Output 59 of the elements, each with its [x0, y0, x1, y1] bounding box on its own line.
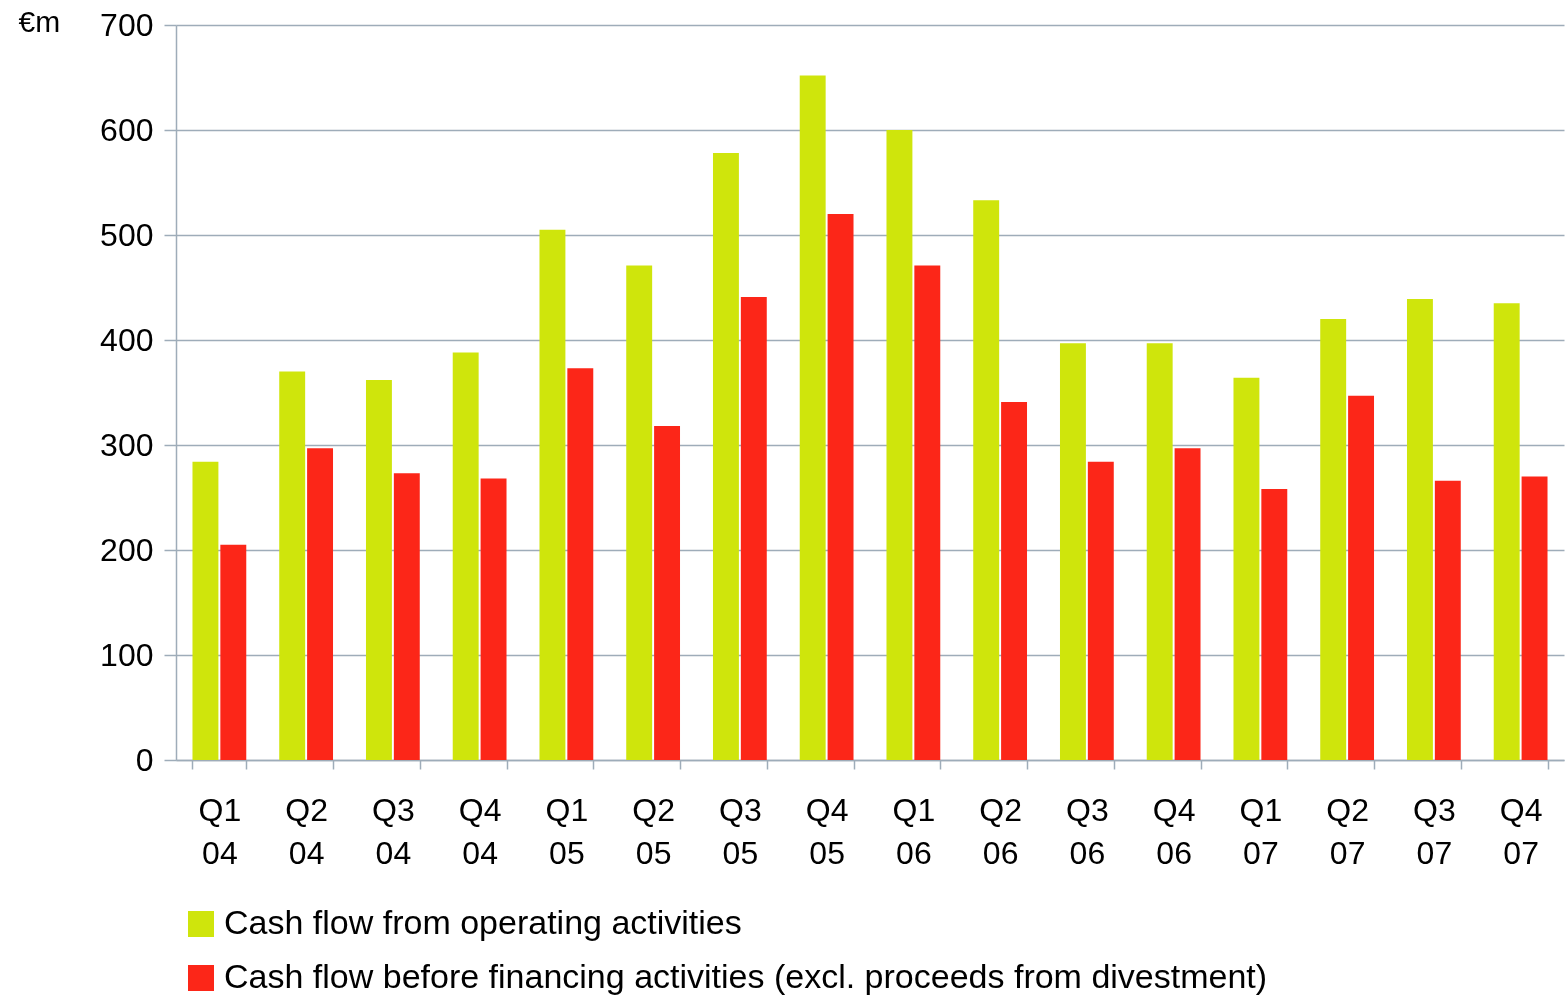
- y-axis-title: €m: [18, 4, 61, 38]
- x-tick-label: Q1 06: [892, 791, 936, 871]
- x-tick-label: Q4 07: [1499, 791, 1543, 871]
- x-tick-label: Q1 04: [198, 791, 242, 871]
- bar: [1233, 377, 1260, 760]
- bar: [279, 371, 306, 760]
- y-tick-label: 600: [100, 111, 154, 148]
- x-tick-label: Q2 06: [979, 791, 1022, 871]
- x-tick-label: Q3 06: [1066, 791, 1109, 871]
- bar: [1087, 461, 1114, 760]
- bar: [480, 478, 507, 760]
- x-tick-label: Q3 07: [1413, 791, 1456, 871]
- x-tick-label: Q1 05: [545, 791, 589, 871]
- bar: [886, 130, 913, 760]
- bar: [192, 461, 219, 760]
- legend-label: Cash flow from operating activities: [224, 903, 742, 941]
- x-tick-label: Q3 05: [719, 791, 762, 871]
- bar: [307, 448, 334, 760]
- x-tick-label: Q1 07: [1239, 791, 1283, 871]
- bar: [1174, 448, 1201, 760]
- bar: [827, 214, 854, 760]
- bar: [1261, 489, 1288, 760]
- legend-label: Cash flow before financing activities (excl. proceeds from divestment): [224, 957, 1268, 995]
- bar: [1521, 476, 1548, 760]
- y-tick-label: 400: [100, 321, 154, 358]
- bar: [1059, 343, 1086, 760]
- x-tick-label: Q2 05: [632, 791, 675, 871]
- bar: [626, 265, 653, 760]
- y-tick-label: 500: [100, 216, 154, 253]
- bar: [740, 296, 767, 760]
- y-tick-label: 200: [100, 531, 154, 568]
- y-tick-label: 300: [100, 426, 154, 463]
- x-tick-label: Q2 04: [285, 791, 328, 871]
- y-tick-label: 100: [100, 636, 154, 673]
- x-tick-label: Q4 06: [1152, 791, 1196, 871]
- bar: [799, 75, 826, 760]
- bar: [393, 473, 420, 760]
- x-tick-label: Q3 04: [372, 791, 415, 871]
- bar: [567, 368, 594, 760]
- bar: [1493, 303, 1520, 760]
- x-tick-label: Q2 07: [1326, 791, 1369, 871]
- bar: [1146, 343, 1173, 760]
- x-tick-label: Q4 05: [805, 791, 849, 871]
- bar: [1001, 401, 1028, 760]
- y-tick-label: 0: [135, 741, 154, 778]
- bar: [973, 200, 1000, 760]
- bar: [1320, 319, 1347, 760]
- bar: [365, 379, 392, 760]
- bar: [654, 426, 681, 760]
- bar: [914, 265, 941, 760]
- bar: [712, 153, 739, 760]
- bar: [1406, 299, 1433, 760]
- bar: [539, 229, 566, 760]
- bar: [1434, 480, 1461, 760]
- bar: [220, 544, 247, 760]
- x-tick-label: Q4 04: [458, 791, 502, 871]
- bar: [1348, 395, 1375, 760]
- y-tick-label: 700: [100, 6, 154, 43]
- bar: [452, 352, 479, 760]
